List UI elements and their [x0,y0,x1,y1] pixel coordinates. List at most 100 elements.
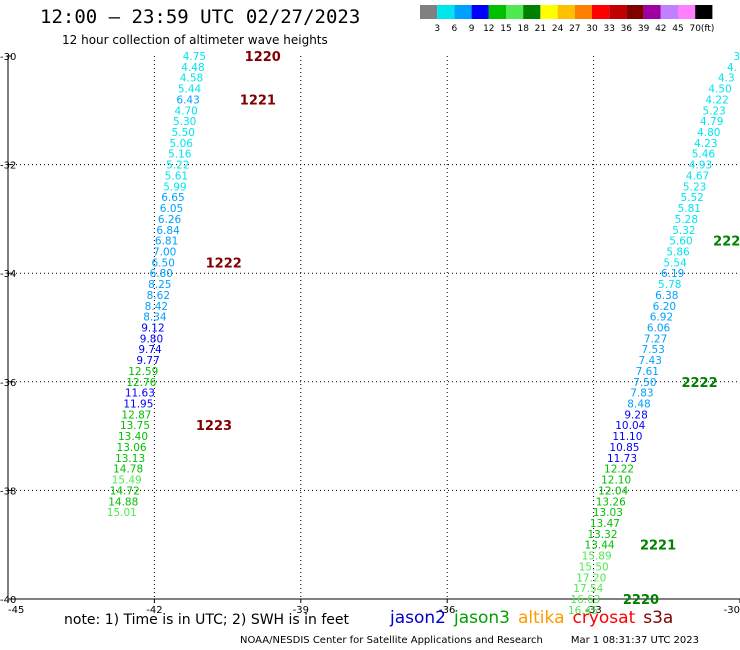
color-scale-label: 9 [469,24,475,34]
color-scale-label: 70 [689,24,701,34]
wave-height-point: 5.54 [663,257,687,269]
color-scale-label: 27 [569,24,580,34]
wave-height-point: 5.86 [666,246,690,258]
wave-height-point: 12.10 [601,475,631,487]
x-tick-label: -33 [585,605,601,616]
footnote: note: 1) Time is in UTC; 2) SWH is in fe… [64,612,350,628]
color-swatch [626,5,644,19]
wave-height-point: 7.83 [630,388,653,400]
wave-height-point: 5.52 [680,192,703,204]
pass-time-label: 2221 [640,539,676,554]
x-tick-label: -36 [439,605,455,616]
wave-height-point: 7.53 [641,344,664,356]
wave-height-point: 14.72 [110,485,140,497]
color-swatch [488,5,506,19]
wave-height-point: 13.75 [120,420,150,432]
wave-height-point: 5.44 [178,84,202,96]
pass-time-label: 1223 [196,419,232,434]
wave-height-point: 5.81 [678,203,701,215]
color-swatch [540,5,558,19]
wave-height-point: 5.50 [172,127,195,139]
y-tick-label: -32 [0,161,16,172]
wave-height-point: 17.20 [576,572,606,584]
color-swatch [609,5,627,19]
wave-height-point: 9.12 [141,323,164,335]
color-swatch [506,5,524,19]
wave-height-point: 13.32 [587,529,617,541]
wave-height-point: 3 [733,51,740,63]
wave-height-point: 12.04 [598,485,628,497]
legend-jason2: jason2 [390,608,446,628]
wave-height-point: 4.93 [689,160,712,172]
wave-height-point: 5.78 [658,279,681,291]
wave-height-point: 13.26 [596,496,626,508]
color-swatch [592,5,610,19]
wave-height-point: 5.61 [165,170,188,182]
wave-height-point: 12.87 [121,409,151,421]
wave-height-point: 4.48 [181,62,204,74]
wave-height-point: 15.89 [582,551,612,563]
x-tick-label: -42 [146,605,162,616]
wave-height-point: 5.99 [163,181,186,193]
wave-height-point: 4.80 [697,127,720,139]
wave-height-point: 9.80 [140,333,163,345]
wave-height-point: 8.34 [143,312,167,324]
wave-height-point: 10.04 [615,420,645,432]
wave-height-point: 6.80 [150,268,173,280]
wave-height-point: 7.50 [633,377,656,389]
y-tick-label: -36 [0,378,16,389]
generated-timestamp: Mar 1 08:31:37 UTC 2023 [570,635,699,646]
wave-height-point: 5.23 [702,105,725,117]
wave-height-point: 4. [727,62,737,74]
color-scale-label: 45 [672,24,683,34]
wave-height-point: 5.22 [166,160,189,172]
wave-height-point: 5.30 [173,116,196,128]
wave-height-point: 15.49 [112,475,142,487]
y-tick-label: -34 [0,269,16,280]
wave-height-point: 17.54 [573,583,603,595]
legend-cryosat: cryosat [572,608,636,628]
color-scale-label: 21 [535,24,546,34]
color-swatch [678,5,696,19]
y-tick-label: -40 [0,595,16,606]
wave-height-point: 5.16 [168,149,192,161]
wave-height-point: 6.43 [176,94,199,106]
color-scale-label: 3 [434,24,440,34]
wave-height-point: 4.70 [174,105,197,117]
wave-height-point: 6.26 [158,214,182,226]
x-tick-label: -45 [8,605,24,616]
x-tick-label: -39 [293,605,309,616]
y-tick-label: -38 [0,486,16,497]
color-swatch [523,5,541,19]
wave-height-point: 13.47 [590,518,620,530]
wave-height-point: 6.50 [152,257,175,269]
wave-height-point: 9.77 [136,355,159,367]
wave-height-point: 16.63 [570,594,600,606]
wave-height-point: 7.27 [644,333,667,345]
wave-height-point: 4.79 [700,116,723,128]
wave-height-point: 12.22 [604,464,634,476]
wave-height-point: 11.73 [607,453,637,465]
wave-height-point: 13.44 [585,540,615,552]
wave-height-point: 15.50 [579,561,609,573]
color-scale-label: 12 [483,24,494,34]
credit-line: NOAA/NESDIS Center for Satellite Applica… [240,635,699,646]
wave-height-point: 15.01 [107,507,137,519]
wave-height-point: 4.50 [708,84,731,96]
legend-s3a: s3a [643,608,674,628]
wave-height-point: 7.00 [153,246,176,258]
color-swatch [574,5,592,19]
wave-height-point: 6.19 [661,268,684,280]
wave-height-point: 13.03 [593,507,623,519]
satellite-legend: jason2 jason3 altika cryosat s3a [390,608,681,628]
legend-altika: altika [518,608,565,628]
color-swatch [660,5,678,19]
wave-height-point: 6.84 [156,225,180,237]
wave-height-point: 4.22 [705,94,728,106]
color-scale-label: 15 [500,24,511,34]
wave-height-point: 6.05 [160,203,183,215]
page-subtitle: 12 hour collection of altimeter wave hei… [62,33,328,47]
color-scale-label: 6 [452,24,458,34]
color-swatch [420,5,438,19]
